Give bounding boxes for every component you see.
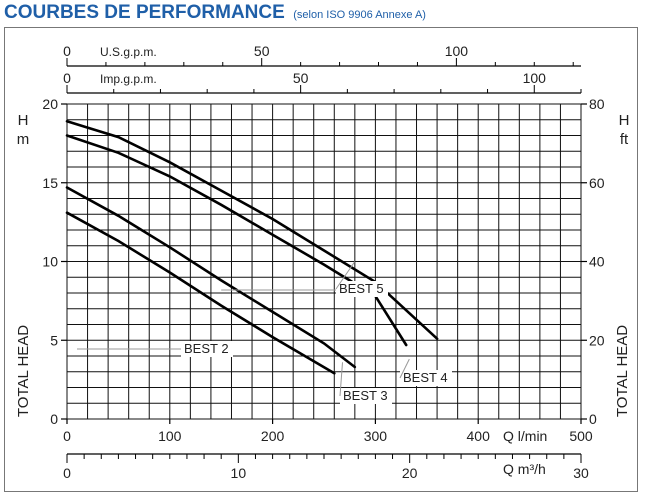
impgpm-axis-label: Imp.g.p.m.	[100, 72, 157, 86]
y-right-tick-label: 0	[589, 411, 597, 427]
label-bg-best-5	[336, 281, 388, 297]
y-right-unit-ft: ft	[620, 131, 629, 148]
label-bg-best-4	[400, 370, 452, 386]
curve-best-2	[65, 211, 336, 375]
x-tick-label: 300	[364, 428, 388, 444]
y-tick-label: 20	[42, 96, 58, 112]
y-right-axis-side-label: TOTAL HEAD	[614, 325, 631, 417]
impgpm-tick-label: 100	[523, 70, 547, 86]
label-bg-best-3	[340, 388, 392, 404]
series-label-best-4: BEST 4	[403, 370, 448, 385]
impgpm-tick-label: 50	[293, 70, 309, 86]
usgpm-axis-label: U.S.g.p.m.	[100, 45, 157, 59]
x-axis-label: Q l/min	[503, 428, 547, 444]
x2-tick-label: 20	[402, 465, 418, 481]
x-tick-label: 100	[158, 428, 182, 444]
y-unit-m: m	[17, 131, 30, 148]
y-tick-label: 10	[42, 254, 58, 270]
y-right-tick-label: 60	[589, 175, 605, 191]
x-tick-label: 0	[63, 428, 71, 444]
y-right-unit-h: H	[619, 112, 630, 129]
x2-axis-label: Q m³/h	[503, 461, 546, 477]
series-label-best-3: BEST 3	[343, 388, 388, 403]
leader-best-3	[339, 362, 344, 397]
x2-tick-label: 10	[231, 465, 247, 481]
x-tick-label: 500	[569, 428, 593, 444]
y-tick-label: 15	[42, 175, 58, 191]
y-unit-h: H	[18, 112, 29, 129]
y-axis-side-label: TOTAL HEAD	[15, 325, 32, 417]
series-label-best-5: BEST 5	[339, 281, 384, 296]
y-right-tick-label: 80	[589, 96, 605, 112]
leader-best-5	[335, 261, 356, 290]
y-right-tick-label: 40	[589, 254, 605, 270]
x-tick-label: 400	[467, 428, 491, 444]
y-tick-label: 5	[50, 332, 58, 348]
chart-title: COURBES DE PERFORMANCE	[4, 2, 285, 23]
y-right-tick-label: 20	[589, 332, 605, 348]
label-bg-best-2	[181, 341, 233, 357]
usgpm-tick-label: 50	[254, 43, 270, 59]
impgpm-tick-label: 0	[63, 70, 71, 86]
grid	[66, 103, 582, 420]
labels: BEST 2 BEST 3 BEST 4 BEST 5	[77, 261, 452, 404]
x2-tick-label: 0	[63, 465, 71, 481]
usgpm-tick-label: 0	[63, 43, 71, 59]
y-tick-label: 0	[50, 411, 58, 427]
series-label-best-2: BEST 2	[184, 341, 229, 356]
curve-best-3	[65, 186, 357, 369]
x2-tick-label: 30	[573, 465, 589, 481]
chart-subtitle: (selon ISO 9906 Annexe A)	[293, 9, 426, 21]
curve-best-5	[65, 120, 439, 340]
chart-frame	[4, 27, 638, 492]
x-tick-label: 200	[261, 428, 285, 444]
chart-heading: COURBES DE PERFORMANCE (selon ISO 9906 A…	[4, 2, 426, 24]
usgpm-tick-label: 100	[445, 43, 469, 59]
leader-best-4	[399, 358, 410, 379]
